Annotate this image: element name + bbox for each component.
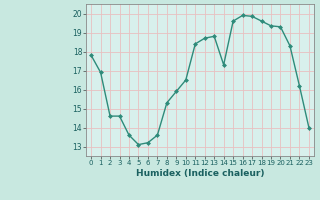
X-axis label: Humidex (Indice chaleur): Humidex (Indice chaleur) (136, 169, 264, 178)
